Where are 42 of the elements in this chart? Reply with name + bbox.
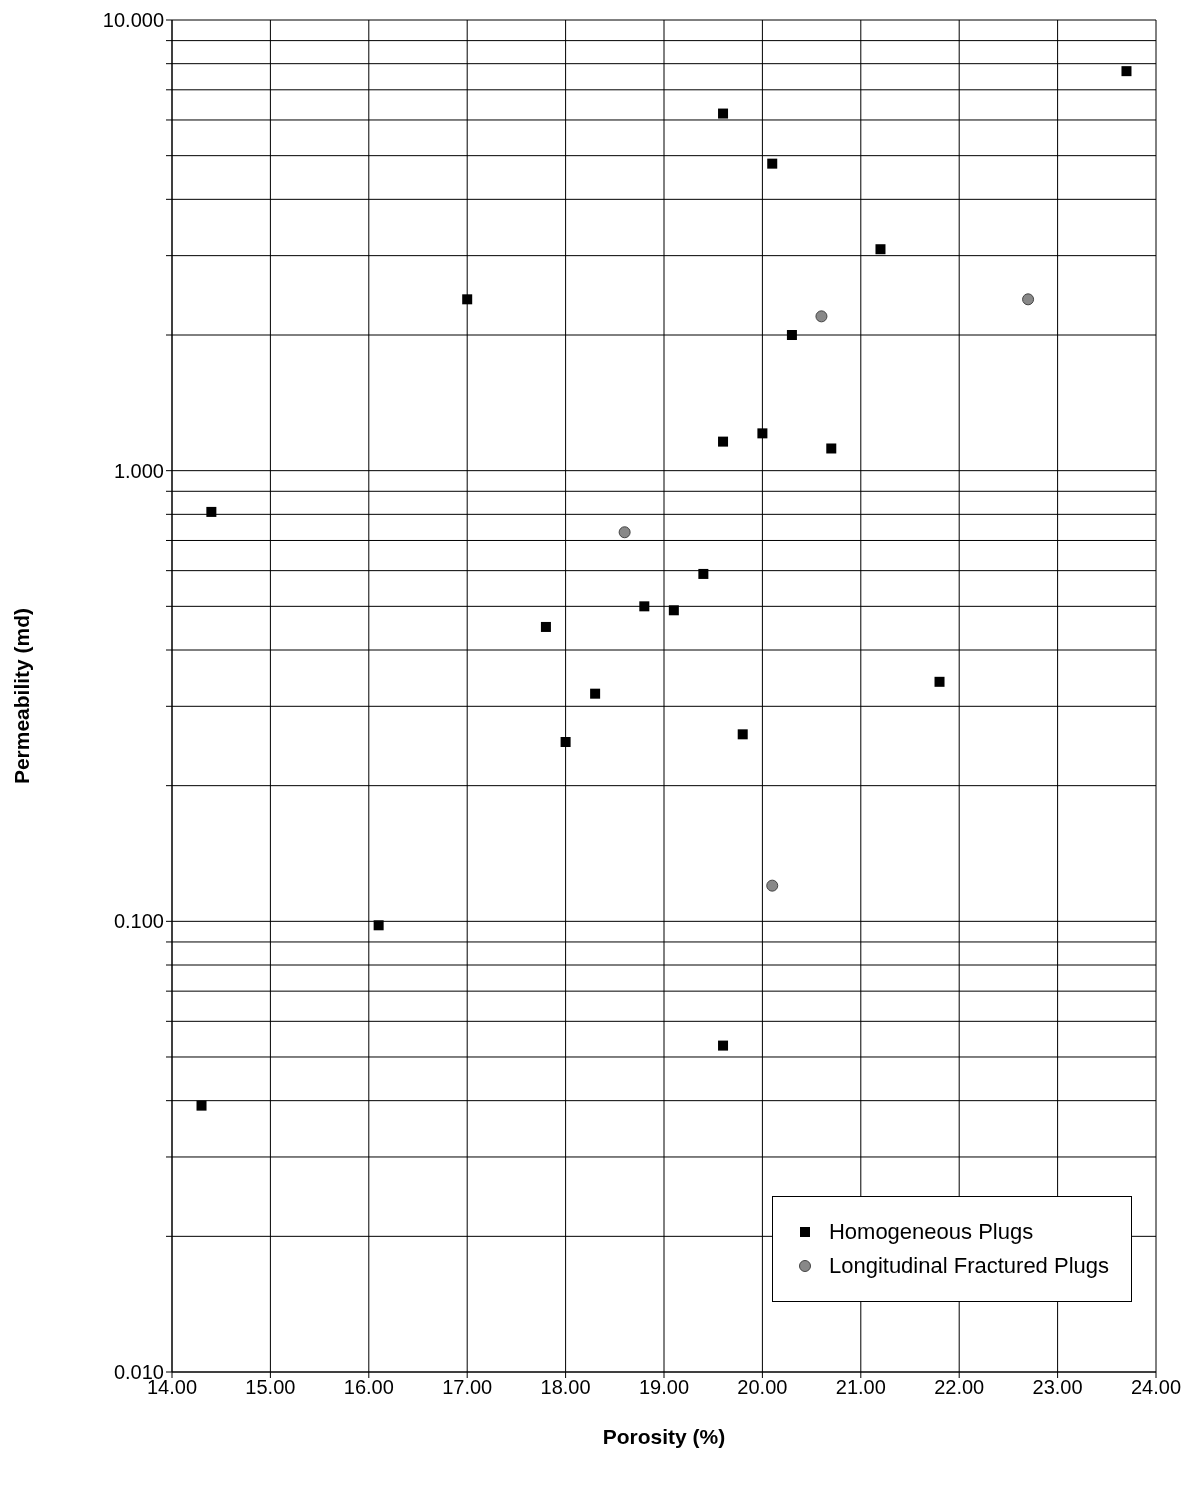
- x-tick-label: 16.00: [343, 1376, 394, 1399]
- point: [618, 526, 631, 539]
- point: [826, 443, 837, 454]
- point: [698, 568, 709, 579]
- x-tick-label: 19.00: [638, 1376, 690, 1399]
- legend-label: Longitudinal Fractured Plugs: [828, 1253, 1109, 1279]
- point: [786, 330, 797, 340]
- x-tick-label: 23.00: [1032, 1376, 1083, 1399]
- point: [560, 737, 571, 747]
- point: [1121, 66, 1132, 77]
- point: [875, 244, 886, 255]
- point: [196, 1100, 207, 1111]
- x-axis-title: Porosity (%): [602, 1425, 726, 1448]
- point: [737, 729, 748, 740]
- y-axis-title: Permeability (md): [10, 607, 34, 785]
- point: [718, 108, 729, 119]
- point: [540, 621, 551, 632]
- x-tick-label: 22.00: [934, 1376, 985, 1399]
- point: [373, 920, 384, 931]
- point: [934, 676, 945, 687]
- x-tick-label: 17.00: [442, 1376, 493, 1399]
- point: [767, 158, 778, 169]
- point: [718, 436, 729, 447]
- y-tick-label: 0.100: [113, 910, 164, 933]
- point: [815, 310, 828, 323]
- point: [718, 1040, 729, 1051]
- x-tick-label: 21.00: [835, 1376, 886, 1399]
- point: [206, 506, 217, 517]
- y-tick-label: 1.000: [113, 459, 164, 482]
- point: [668, 605, 679, 616]
- x-tick-label: 24.00: [1130, 1376, 1182, 1399]
- point: [639, 601, 650, 612]
- point: [757, 428, 768, 439]
- legend-label: Homogeneous Plugs: [828, 1219, 1034, 1245]
- x-tick-label: 18.00: [540, 1376, 591, 1399]
- point: [1022, 293, 1035, 306]
- y-tick-label: 10.000: [102, 9, 164, 32]
- x-tick-label: 20.00: [737, 1376, 788, 1399]
- point: [766, 879, 779, 892]
- point: [462, 294, 473, 305]
- point: [590, 688, 601, 699]
- x-tick-label: 15.00: [245, 1376, 296, 1399]
